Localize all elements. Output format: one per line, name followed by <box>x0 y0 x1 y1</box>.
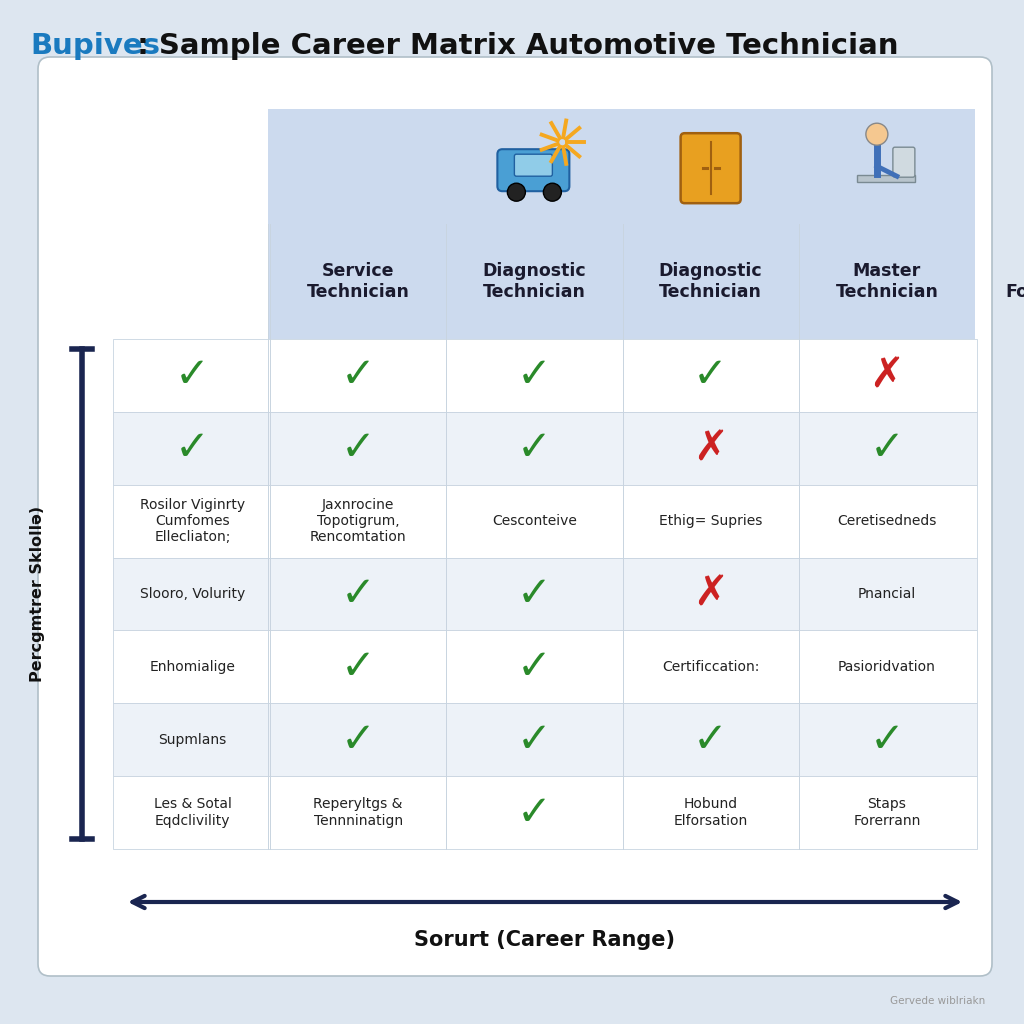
Text: Sorurt (Career Range): Sorurt (Career Range) <box>415 930 676 950</box>
Text: Shop
Foreremen‖: Shop Foreremen‖ <box>1006 262 1024 301</box>
Text: ✓: ✓ <box>341 646 376 688</box>
Text: ✓: ✓ <box>517 646 552 688</box>
Text: ✓: ✓ <box>517 573 552 615</box>
Bar <box>113 339 977 412</box>
Text: ✓: ✓ <box>341 354 376 396</box>
Bar <box>113 631 977 703</box>
Text: ✓: ✓ <box>869 719 904 761</box>
Text: ✗: ✗ <box>693 573 728 615</box>
Circle shape <box>507 183 525 201</box>
Text: ✓: ✓ <box>175 427 210 469</box>
Circle shape <box>866 123 888 145</box>
Text: Diagnostic
Technician: Diagnostic Technician <box>482 262 586 301</box>
Text: Hobund
Elforsation: Hobund Elforsation <box>674 798 748 827</box>
Text: Bupives: Bupives <box>30 32 160 60</box>
Text: Enhomialige: Enhomialige <box>150 659 236 674</box>
Text: Staps
Forerrann: Staps Forerrann <box>853 798 921 827</box>
Text: Pnancial: Pnancial <box>858 587 916 601</box>
Text: Cesconteive: Cesconteive <box>492 514 577 528</box>
Text: ✓: ✓ <box>341 427 376 469</box>
Text: Diagnostic
Technician: Diagnostic Technician <box>658 262 763 301</box>
Text: Rosilor Viginrty
Cumfomes
Ellecliaton;: Rosilor Viginrty Cumfomes Ellecliaton; <box>140 498 245 545</box>
Bar <box>113 703 977 776</box>
Text: Service
Technician: Service Technician <box>306 262 410 301</box>
Text: ✓: ✓ <box>869 427 904 469</box>
FancyBboxPatch shape <box>498 150 569 191</box>
Text: Slooro, Volurity: Slooro, Volurity <box>140 587 245 601</box>
Text: : Sample Career Matrix Automotive Technician: : Sample Career Matrix Automotive Techni… <box>127 32 898 60</box>
Text: Master
Technician: Master Technician <box>836 262 938 301</box>
Text: ✗: ✗ <box>869 354 904 396</box>
Text: ✓: ✓ <box>693 719 728 761</box>
FancyBboxPatch shape <box>514 155 552 176</box>
Text: ✓: ✓ <box>517 719 552 761</box>
Text: Certificcation:: Certificcation: <box>662 659 760 674</box>
Bar <box>113 412 977 484</box>
Text: ✓: ✓ <box>517 354 552 396</box>
Text: ✓: ✓ <box>517 427 552 469</box>
Text: ✓: ✓ <box>517 792 552 834</box>
Text: Reperyltgs &
Tennninatign: Reperyltgs & Tennninatign <box>313 798 402 827</box>
Bar <box>113 484 977 558</box>
FancyBboxPatch shape <box>268 109 975 339</box>
Text: ✓: ✓ <box>175 354 210 396</box>
FancyBboxPatch shape <box>681 133 740 203</box>
Bar <box>857 175 914 182</box>
Text: ✗: ✗ <box>693 427 728 469</box>
Text: Jaxnrocine
Topotigrum,
Rencomtation: Jaxnrocine Topotigrum, Rencomtation <box>310 498 407 545</box>
FancyBboxPatch shape <box>893 147 914 177</box>
Text: ✓: ✓ <box>341 719 376 761</box>
Text: Percgmtrer Sklollə): Percgmtrer Sklollə) <box>31 506 45 682</box>
Text: Ceretisedneds: Ceretisedneds <box>838 514 937 528</box>
Circle shape <box>544 183 561 201</box>
Text: Gervede wiblriakn: Gervede wiblriakn <box>890 996 985 1006</box>
Text: Pasioridvation: Pasioridvation <box>838 659 936 674</box>
FancyBboxPatch shape <box>38 57 992 976</box>
Text: ✓: ✓ <box>693 354 728 396</box>
Text: Ethig= Supries: Ethig= Supries <box>658 514 762 528</box>
Text: ✓: ✓ <box>341 573 376 615</box>
Bar <box>113 558 977 631</box>
Text: Les & Sotal
Eqdclivility: Les & Sotal Eqdclivility <box>154 798 231 827</box>
Bar <box>113 776 977 849</box>
Text: Supmlans: Supmlans <box>159 733 226 746</box>
